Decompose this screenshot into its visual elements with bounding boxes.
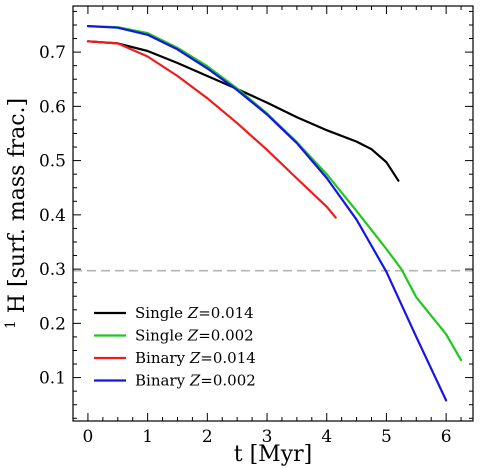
- y-tick-label: 0.2: [39, 314, 66, 334]
- legend: Single Z=0.014 Single Z=0.002 Binary Z=0.0…: [94, 304, 256, 390]
- y-tick-label: 0.3: [39, 260, 66, 280]
- legend-label-0: Single Z=0.014: [135, 304, 254, 322]
- y-axis-label: 1 H [surf. mass frac.]: [0, 98, 30, 329]
- y-axis-label-superscript: 1: [3, 320, 19, 329]
- y-tick-label: 0.1: [39, 369, 66, 389]
- plot-frame: [72, 5, 474, 422]
- y-tick-label: 0.6: [39, 97, 66, 117]
- y-tick-label: 0.5: [39, 152, 66, 172]
- svg-text:1 H [surf. mass frac.]: 1 H [surf. mass frac.]: [0, 98, 30, 329]
- series-line-0: [86, 40, 400, 182]
- x-tick-label: 3: [262, 427, 273, 447]
- series-line-3: [86, 25, 448, 402]
- x-tick-label: 4: [321, 427, 332, 447]
- series-line-2: [86, 40, 337, 219]
- x-tick-label: 6: [441, 427, 452, 447]
- legend-label-2: Binary Z=0.014: [135, 349, 256, 367]
- x-tick-label: 2: [202, 427, 213, 447]
- x-axis-label: t [Myr]: [234, 442, 312, 467]
- series-layer: [86, 25, 463, 402]
- tick-layer: 0 1 2 3 4 5 6 0.1 0.2 0.3 0.4 0.5 0.6 0.7: [39, 6, 473, 447]
- x-tick-label: 5: [381, 427, 392, 447]
- x-tick-label: 1: [142, 427, 153, 447]
- y-tick-label: 0.4: [39, 206, 66, 226]
- x-tick-label: 0: [83, 427, 94, 447]
- y-axis-label-main: H [surf. mass frac.]: [5, 98, 30, 313]
- legend-label-1: Single Z=0.002: [135, 327, 254, 345]
- legend-label-3: Binary Z=0.002: [135, 372, 256, 390]
- y-tick-label: 0.7: [39, 43, 66, 63]
